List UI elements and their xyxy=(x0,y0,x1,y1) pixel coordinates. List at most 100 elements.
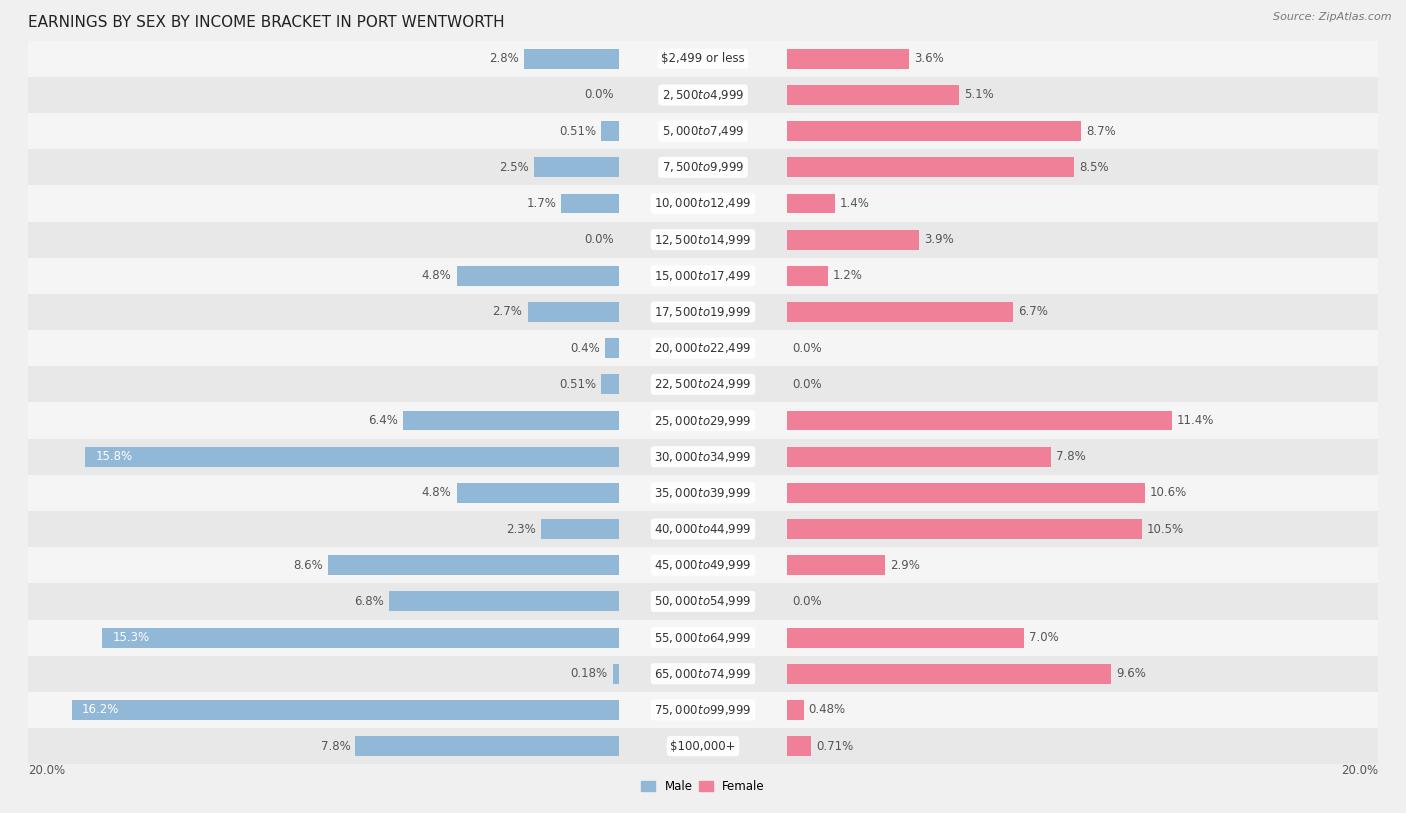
Text: 9.6%: 9.6% xyxy=(1116,667,1146,680)
Text: 0.0%: 0.0% xyxy=(793,341,823,354)
Text: $65,000 to $74,999: $65,000 to $74,999 xyxy=(654,667,752,680)
Bar xyxy=(28,655,1378,692)
Bar xyxy=(28,185,1378,221)
Bar xyxy=(787,193,835,213)
Bar xyxy=(534,158,619,177)
Text: 0.0%: 0.0% xyxy=(583,89,613,102)
Bar xyxy=(605,338,619,358)
Text: 6.4%: 6.4% xyxy=(368,414,398,427)
Text: $12,500 to $14,999: $12,500 to $14,999 xyxy=(654,233,752,246)
Text: 2.8%: 2.8% xyxy=(489,52,519,65)
Bar xyxy=(72,700,619,720)
Bar xyxy=(787,700,804,720)
Text: 1.7%: 1.7% xyxy=(526,197,557,210)
Bar xyxy=(28,366,1378,402)
Text: $2,500 to $4,999: $2,500 to $4,999 xyxy=(662,88,744,102)
Text: 1.2%: 1.2% xyxy=(832,269,863,282)
Text: $20,000 to $22,499: $20,000 to $22,499 xyxy=(654,341,752,355)
Text: $35,000 to $39,999: $35,000 to $39,999 xyxy=(654,486,752,500)
Text: 6.8%: 6.8% xyxy=(354,595,384,608)
Bar xyxy=(787,555,886,575)
Bar xyxy=(28,113,1378,150)
Bar xyxy=(28,294,1378,330)
Text: 10.5%: 10.5% xyxy=(1147,523,1184,536)
Text: 8.5%: 8.5% xyxy=(1080,161,1109,174)
Text: $25,000 to $29,999: $25,000 to $29,999 xyxy=(654,414,752,428)
Bar xyxy=(787,121,1081,141)
Text: $55,000 to $64,999: $55,000 to $64,999 xyxy=(654,631,752,645)
Bar xyxy=(356,737,619,756)
Text: 0.0%: 0.0% xyxy=(583,233,613,246)
Bar xyxy=(28,222,1378,258)
Bar xyxy=(602,375,619,394)
Text: 1.4%: 1.4% xyxy=(839,197,869,210)
Bar xyxy=(28,692,1378,728)
Text: $50,000 to $54,999: $50,000 to $54,999 xyxy=(654,594,752,608)
Text: $17,500 to $19,999: $17,500 to $19,999 xyxy=(654,305,752,319)
Bar xyxy=(787,664,1111,684)
Text: 5.1%: 5.1% xyxy=(965,89,994,102)
Bar xyxy=(28,728,1378,764)
Text: $2,499 or less: $2,499 or less xyxy=(661,52,745,65)
Bar xyxy=(86,447,619,467)
Bar xyxy=(561,193,619,213)
Text: $40,000 to $44,999: $40,000 to $44,999 xyxy=(654,522,752,536)
Bar xyxy=(787,302,1014,322)
Text: 20.0%: 20.0% xyxy=(1341,764,1378,777)
Bar xyxy=(457,483,619,502)
Text: $7,500 to $9,999: $7,500 to $9,999 xyxy=(662,160,744,174)
Bar xyxy=(787,85,959,105)
Text: 10.6%: 10.6% xyxy=(1150,486,1187,499)
Bar xyxy=(28,402,1378,439)
Text: 7.8%: 7.8% xyxy=(1056,450,1085,463)
Text: 15.8%: 15.8% xyxy=(96,450,132,463)
Text: 0.48%: 0.48% xyxy=(808,703,846,716)
Bar xyxy=(787,737,811,756)
Text: 0.51%: 0.51% xyxy=(560,378,596,391)
Bar xyxy=(329,555,619,575)
Text: 2.9%: 2.9% xyxy=(890,559,920,572)
Text: 0.4%: 0.4% xyxy=(571,341,600,354)
Bar xyxy=(28,620,1378,655)
Text: 20.0%: 20.0% xyxy=(28,764,65,777)
Bar xyxy=(28,150,1378,185)
Text: $100,000+: $100,000+ xyxy=(671,740,735,753)
Legend: Male, Female: Male, Female xyxy=(637,776,769,798)
Text: 15.3%: 15.3% xyxy=(112,631,149,644)
Bar xyxy=(28,77,1378,113)
Text: 11.4%: 11.4% xyxy=(1177,414,1215,427)
Bar xyxy=(103,628,619,647)
Bar xyxy=(602,121,619,141)
Bar xyxy=(787,266,828,285)
Text: 8.7%: 8.7% xyxy=(1085,124,1116,137)
Text: $10,000 to $12,499: $10,000 to $12,499 xyxy=(654,197,752,211)
Text: 0.0%: 0.0% xyxy=(793,378,823,391)
Text: 8.6%: 8.6% xyxy=(294,559,323,572)
Bar xyxy=(28,41,1378,77)
Text: 3.9%: 3.9% xyxy=(924,233,953,246)
Bar xyxy=(787,483,1144,502)
Bar xyxy=(787,447,1050,467)
Bar xyxy=(28,584,1378,620)
Bar xyxy=(28,547,1378,584)
Bar xyxy=(28,330,1378,366)
Text: 6.7%: 6.7% xyxy=(1018,306,1049,319)
Text: $45,000 to $49,999: $45,000 to $49,999 xyxy=(654,559,752,572)
Text: 3.6%: 3.6% xyxy=(914,52,943,65)
Bar xyxy=(787,411,1173,430)
Bar xyxy=(389,592,619,611)
Bar xyxy=(28,258,1378,294)
Bar xyxy=(28,511,1378,547)
Bar xyxy=(787,158,1074,177)
Bar xyxy=(613,664,619,684)
Bar xyxy=(527,302,619,322)
Bar xyxy=(541,520,619,539)
Text: $75,000 to $99,999: $75,000 to $99,999 xyxy=(654,703,752,717)
Text: $30,000 to $34,999: $30,000 to $34,999 xyxy=(654,450,752,463)
Bar xyxy=(787,49,908,68)
Bar xyxy=(457,266,619,285)
Text: 7.0%: 7.0% xyxy=(1029,631,1059,644)
Bar xyxy=(402,411,619,430)
Text: 16.2%: 16.2% xyxy=(82,703,120,716)
Text: $5,000 to $7,499: $5,000 to $7,499 xyxy=(662,124,744,138)
